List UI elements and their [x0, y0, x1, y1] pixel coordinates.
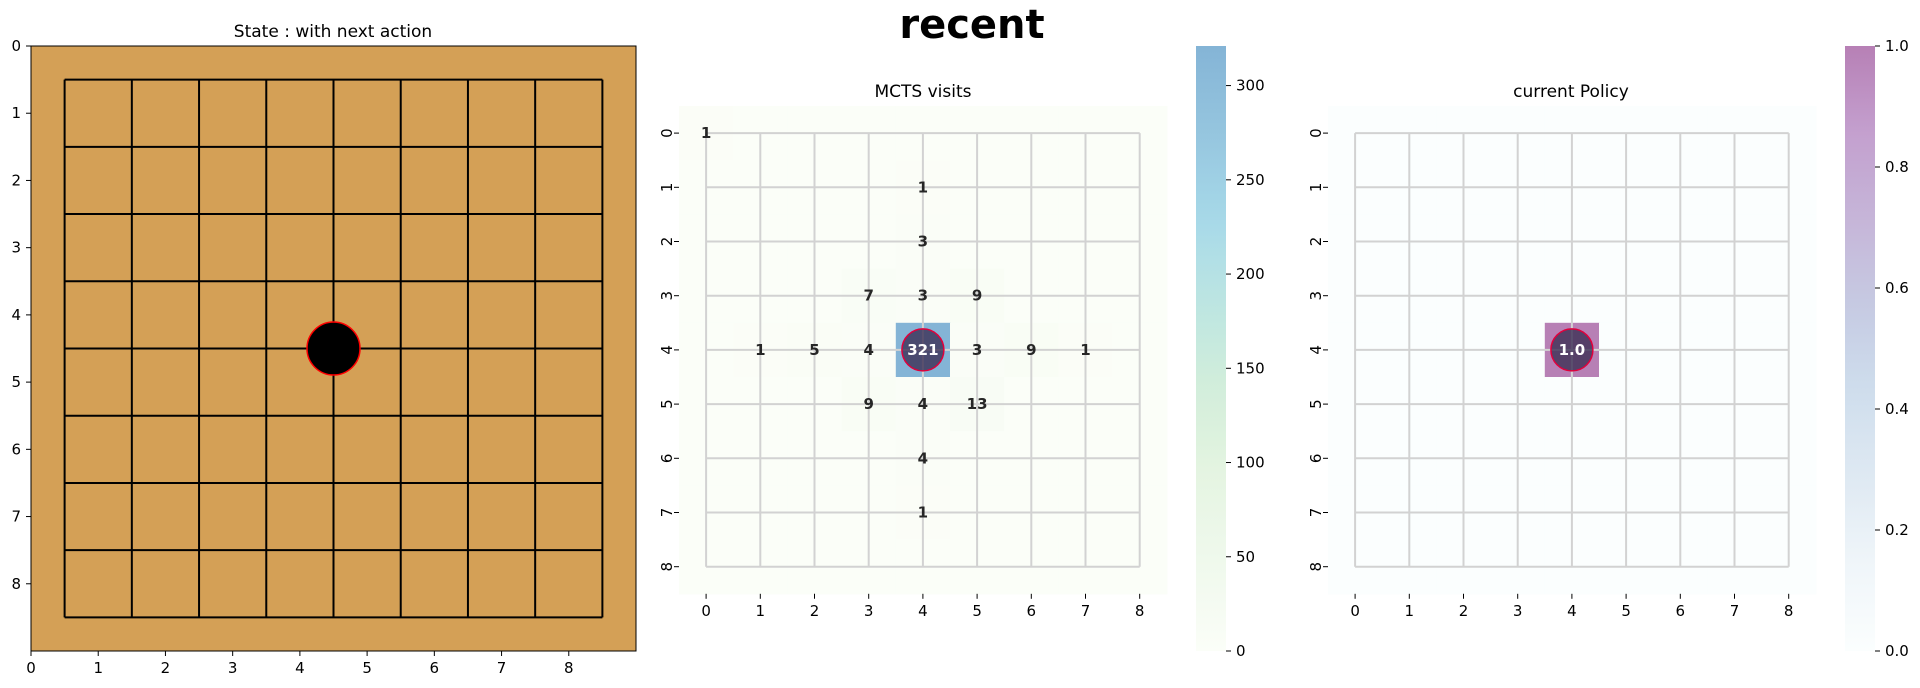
x-tick-label: 4: [918, 602, 928, 620]
cell-value-label: 5: [809, 341, 819, 359]
y-tick-label: 4: [11, 306, 21, 324]
colorbar-tick-label: 200: [1236, 265, 1265, 283]
x-tick-label: 5: [972, 602, 982, 620]
cell-value-label: 1: [918, 504, 928, 522]
cell-value-label: 9: [972, 287, 982, 305]
y-tick-label: 0: [1307, 128, 1325, 138]
x-tick-label: 8: [1784, 602, 1794, 620]
cell-value-label: 1: [918, 178, 928, 196]
y-tick-label: 5: [11, 373, 21, 391]
cell-value-label: 3: [918, 287, 928, 305]
y-tick-label: 2: [11, 171, 21, 189]
x-tick-label: 6: [430, 659, 440, 677]
y-tick-label: 5: [1307, 399, 1325, 409]
x-tick-label: 1: [756, 602, 766, 620]
x-tick-label: 7: [497, 659, 507, 677]
x-tick-label: 4: [1567, 602, 1577, 620]
action-marker: [901, 328, 945, 372]
cell-value-label: 4: [863, 341, 873, 359]
colorbar-tick-label: 50: [1236, 548, 1255, 566]
y-tick-label: 1: [658, 183, 676, 193]
x-tick-label: 2: [810, 602, 820, 620]
cell-value-label: 3: [972, 341, 982, 359]
y-tick-label: 7: [11, 508, 21, 526]
colorbar-tick-label: 0.0: [1885, 642, 1909, 660]
colorbar-tick-label: 0.4: [1885, 400, 1909, 418]
cell-value-label: 9: [1026, 341, 1036, 359]
x-tick-label: 6: [1676, 602, 1686, 620]
y-tick-label: 8: [11, 575, 21, 593]
x-tick-label: 1: [93, 659, 103, 677]
x-tick-label: 1: [1405, 602, 1415, 620]
cell-value-label: 13: [967, 395, 988, 413]
figure-suptitle: recent: [899, 2, 1045, 48]
mcts-visits-title: MCTS visits: [874, 82, 971, 102]
x-tick-label: 3: [864, 602, 874, 620]
y-tick-label: 2: [658, 237, 676, 247]
y-tick-label: 8: [1307, 562, 1325, 572]
x-tick-label: 0: [26, 659, 36, 677]
y-tick-label: 4: [1307, 345, 1325, 355]
colorbar: [1845, 46, 1875, 651]
policy-panel: current Policy 1.0 0 1 2 3 4 5 6 7 8 0 1 2 3 4 5 6 7 8 0.0…: [1307, 37, 1909, 660]
policy-title: current Policy: [1513, 82, 1629, 102]
cell-value-label: 1: [701, 124, 711, 142]
y-tick-label: 8: [658, 562, 676, 572]
x-tick-label: 7: [1081, 602, 1091, 620]
black-stone: [306, 321, 361, 376]
x-tick-label: 4: [295, 659, 305, 677]
colorbar-tick-label: 0.8: [1885, 158, 1909, 176]
x-tick-label: 7: [1730, 602, 1740, 620]
cell-value-label: 9: [863, 395, 873, 413]
y-tick-label: 4: [658, 345, 676, 355]
board-title: State : with next action: [234, 22, 432, 42]
cell-value-label: 3: [918, 233, 928, 251]
colorbar-tick-label: 0.6: [1885, 279, 1909, 297]
y-tick-label: 1: [11, 104, 21, 122]
colorbar-tick-label: 0: [1236, 642, 1246, 660]
y-tick-label: 3: [1307, 291, 1325, 301]
x-tick-label: 0: [1350, 602, 1360, 620]
colorbar-tick-label: 0.2: [1885, 521, 1909, 539]
colorbar-tick-label: 300: [1236, 77, 1265, 95]
cell-value-label: 4: [918, 395, 928, 413]
y-tick-label: 6: [11, 440, 21, 458]
y-tick-label: 7: [658, 508, 676, 518]
x-tick-label: 0: [701, 602, 711, 620]
y-tick-label: 1: [1307, 183, 1325, 193]
x-tick-label: 5: [1621, 602, 1631, 620]
colorbar-tick-label: 250: [1236, 171, 1265, 189]
y-tick-label: 3: [658, 291, 676, 301]
x-tick-label: 3: [228, 659, 238, 677]
colorbar-tick-label: 1.0: [1885, 37, 1909, 55]
x-tick-label: 2: [1459, 602, 1469, 620]
colorbar-tick-label: 100: [1236, 454, 1265, 472]
x-tick-label: 5: [362, 659, 372, 677]
cell-value-label: 1.0: [1559, 341, 1586, 359]
cell-value-label: 7: [863, 287, 873, 305]
colorbar: [1196, 46, 1226, 651]
x-tick-label: 6: [1027, 602, 1037, 620]
y-tick-label: 6: [1307, 454, 1325, 464]
y-tick-label: 6: [658, 454, 676, 464]
board-state-panel: State : with next action 0 1 2 3 4 5 6 7 8 0 1 2 3 4 5…: [11, 22, 637, 677]
x-tick-label: 8: [1135, 602, 1145, 620]
y-tick-label: 2: [1307, 237, 1325, 247]
colorbar-tick-label: 150: [1236, 359, 1265, 377]
y-tick-label: 3: [11, 239, 21, 257]
y-tick-label: 0: [658, 128, 676, 138]
cell-value-label: 321: [907, 341, 938, 359]
x-tick-label: 3: [1513, 602, 1523, 620]
y-tick-label: 7: [1307, 508, 1325, 518]
cell-value-label: 1: [755, 341, 765, 359]
x-tick-label: 2: [161, 659, 171, 677]
action-marker: [1550, 328, 1594, 372]
x-tick-label: 8: [564, 659, 574, 677]
y-tick-label: 0: [11, 37, 21, 55]
cell-value-label: 1: [1080, 341, 1090, 359]
cell-value-label: 4: [918, 449, 928, 467]
y-tick-label: 5: [658, 399, 676, 409]
